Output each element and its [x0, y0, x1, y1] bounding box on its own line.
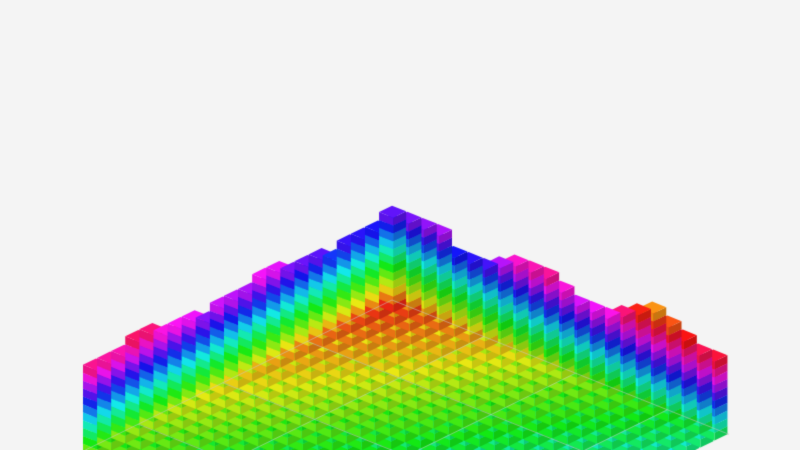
voxel-plot-figure — [0, 0, 800, 450]
voxel-plot-canvas — [0, 0, 800, 450]
